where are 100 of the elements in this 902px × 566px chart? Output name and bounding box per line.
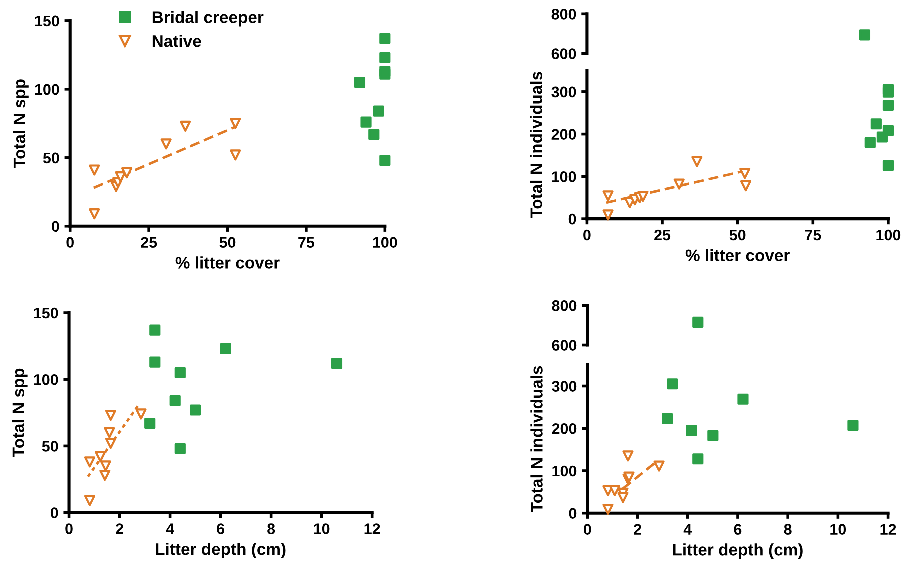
x-tick-label: 0 [584,230,591,241]
point [602,210,614,221]
y-tick-label: 100 [34,374,58,386]
x-tick-label: 12 [364,524,380,534]
point [380,68,391,80]
x-tick-label: 12 [880,524,896,535]
point [174,443,186,454]
point [674,178,685,190]
point [100,470,111,482]
point [870,118,882,130]
x-tick-label: 75 [298,237,315,248]
point [220,343,232,355]
y-tick-label: 800 [552,9,576,20]
y-tick-label: 200 [552,423,577,434]
point [740,168,751,180]
x-tick-label: 2 [634,524,642,535]
point [368,129,380,140]
x-tick-label: 0 [584,524,592,535]
point [105,410,116,422]
point [104,427,116,438]
x-tick-label: 0 [66,524,73,534]
point [115,172,126,183]
point [121,167,133,179]
point [609,485,621,496]
legend-label: Bridal creeper [152,11,264,27]
point [602,504,614,516]
point [84,456,96,468]
point [180,120,192,132]
x-tick-label: 100 [876,230,901,241]
x-tick-label: 2 [116,524,124,534]
point [380,155,391,166]
y-tick-label: 200 [552,129,576,140]
point [876,132,888,143]
point [848,420,859,432]
point [190,404,202,416]
x-tick-label: 25 [141,237,158,248]
point [662,413,674,424]
x-axis-title: Litter depth (cm) [156,543,286,559]
point [654,460,665,472]
x-tick-label: 4 [684,524,692,535]
y-axis-title: Total N individuals [530,72,542,218]
x-tick-label: 25 [654,230,671,241]
x-tick-label: 50 [730,230,746,241]
point [667,378,678,390]
y-tick-label: 50 [43,152,60,164]
point [89,164,100,176]
point [84,495,96,506]
y-tick-label: 300 [552,86,576,98]
y-tick-label: 50 [42,441,58,452]
y-tick-label: 800 [552,300,577,312]
point [150,324,161,336]
x-tick-label: 8 [784,524,792,535]
y-tick-label: 150 [34,308,58,319]
point [150,356,161,368]
point [95,451,106,462]
y-axis-title: Total N individuals [530,366,543,512]
y-tick-label: 600 [552,340,577,351]
x-tick-label: 6 [217,524,225,534]
point [864,137,876,148]
y-tick-label: 100 [552,172,576,182]
x-axis-title: Litter depth (cm) [673,544,803,560]
x-tick-label: 10 [830,524,846,535]
point [602,190,614,202]
point [144,418,156,430]
x-tick-label: 10 [314,524,330,534]
x-tick-label: 50 [220,237,236,248]
y-tick-label: 0 [50,508,58,518]
point [380,52,391,64]
point [230,118,242,130]
y-tick-label: 100 [35,84,60,96]
point [882,100,894,112]
point [160,138,172,150]
x-axis-title: % litter cover [686,249,790,262]
point [331,358,343,370]
point [882,160,894,172]
point [618,492,629,504]
y-tick-label: 0 [568,214,576,225]
point [686,425,698,436]
y-axis-title: Total N spp [13,80,29,168]
y-tick-label: 150 [35,16,60,27]
y-tick-label: 0 [52,221,60,232]
point [380,33,391,44]
y-axis-title: Total N spp [12,368,28,458]
legend-label: Native [152,35,202,48]
x-tick-label: 0 [66,237,74,248]
point [230,150,242,161]
x-tick-label: 6 [734,524,742,535]
y-tick-label: 100 [552,466,577,477]
x-tick-label: 4 [166,524,174,534]
point [105,438,116,450]
point [174,367,186,378]
point [360,116,372,128]
point [136,408,147,420]
point [638,191,649,202]
y-tick-label: 0 [569,508,577,520]
point [708,430,719,442]
point [692,454,704,465]
point [740,180,752,192]
x-tick-label: 100 [373,237,398,248]
x-tick-label: 75 [805,230,822,241]
